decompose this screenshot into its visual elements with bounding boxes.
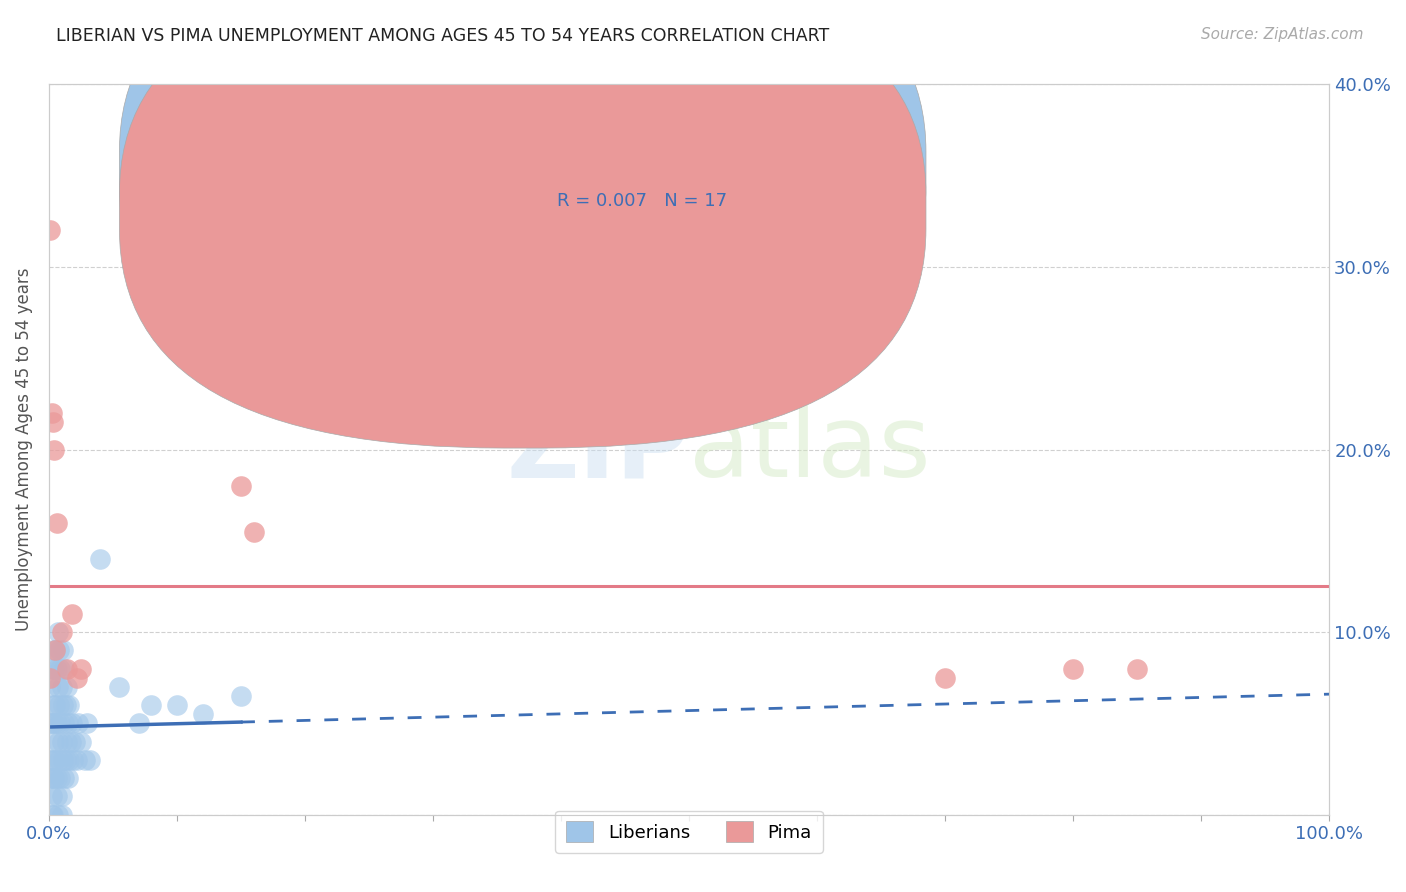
Point: [41, 716, 63, 731]
Point: [39, 771, 62, 785]
Point: [41, 662, 63, 676]
Legend: Liberians, Pima: Liberians, Pima: [555, 811, 823, 853]
Point: [58, 753, 80, 767]
Point: [229, 479, 252, 493]
Point: [58, 698, 80, 712]
Point: [70, 734, 93, 748]
Text: R = 0.023   N = 69: R = 0.023 N = 69: [557, 148, 728, 167]
FancyBboxPatch shape: [120, 0, 927, 406]
Point: [141, 698, 163, 712]
FancyBboxPatch shape: [484, 132, 811, 238]
Point: [42, 442, 65, 457]
Point: [41, 771, 63, 785]
Point: [55, 698, 77, 712]
Point: [70, 662, 93, 676]
Point: [42, 643, 65, 657]
Point: [108, 680, 131, 694]
Point: [60, 716, 83, 731]
Point: [45, 662, 67, 676]
Point: [53, 662, 76, 676]
Point: [66, 671, 89, 685]
Point: [51, 807, 73, 822]
Point: [191, 707, 214, 722]
Point: [63, 734, 86, 748]
Point: [44, 753, 66, 767]
Point: [42, 771, 65, 785]
Point: [46, 734, 69, 748]
Point: [59, 734, 82, 748]
Point: [49, 771, 72, 785]
Text: atlas: atlas: [689, 401, 931, 498]
Point: [51, 625, 73, 640]
Point: [41, 789, 63, 804]
Point: [52, 698, 75, 712]
Text: ZIP: ZIP: [506, 401, 689, 498]
Point: [39, 753, 62, 767]
Point: [66, 753, 89, 767]
Point: [51, 680, 73, 694]
Point: [49, 716, 72, 731]
Y-axis label: Unemployment Among Ages 45 to 54 years: Unemployment Among Ages 45 to 54 years: [15, 268, 32, 632]
Point: [67, 716, 90, 731]
Point: [42, 753, 65, 767]
Point: [62, 753, 84, 767]
Point: [1126, 662, 1149, 676]
Point: [243, 524, 266, 539]
Point: [46, 680, 69, 694]
Point: [45, 716, 67, 731]
Point: [53, 771, 76, 785]
Point: [56, 662, 79, 676]
Point: [1062, 662, 1084, 676]
Point: [52, 753, 75, 767]
Point: [56, 734, 79, 748]
Point: [42, 807, 65, 822]
Point: [42, 716, 65, 731]
Text: Source: ZipAtlas.com: Source: ZipAtlas.com: [1201, 27, 1364, 42]
Point: [48, 753, 70, 767]
Point: [52, 643, 75, 657]
Point: [229, 689, 252, 703]
Point: [45, 771, 67, 785]
Point: [51, 734, 73, 748]
Point: [41, 807, 63, 822]
Point: [39, 716, 62, 731]
Point: [42, 734, 65, 748]
Point: [51, 789, 73, 804]
Point: [56, 716, 79, 731]
Text: R = 0.007   N = 17: R = 0.007 N = 17: [557, 193, 727, 211]
Point: [60, 607, 83, 621]
Point: [53, 716, 76, 731]
Point: [89, 552, 111, 566]
Point: [39, 680, 62, 694]
Point: [39, 671, 62, 685]
Point: [48, 698, 70, 712]
Point: [56, 771, 79, 785]
Point: [73, 753, 96, 767]
Point: [79, 753, 101, 767]
Point: [46, 807, 69, 822]
FancyBboxPatch shape: [120, 0, 927, 448]
Point: [42, 662, 65, 676]
Point: [45, 789, 67, 804]
Point: [44, 698, 66, 712]
Point: [45, 516, 67, 530]
Point: [128, 716, 150, 731]
Point: [55, 753, 77, 767]
Point: [49, 662, 72, 676]
Point: [46, 625, 69, 640]
Point: [41, 406, 63, 420]
Point: [166, 698, 188, 712]
Point: [76, 716, 98, 731]
Text: LIBERIAN VS PIMA UNEMPLOYMENT AMONG AGES 45 TO 54 YEARS CORRELATION CHART: LIBERIAN VS PIMA UNEMPLOYMENT AMONG AGES…: [56, 27, 830, 45]
Point: [44, 643, 66, 657]
Point: [42, 698, 65, 712]
Point: [934, 671, 956, 685]
Point: [39, 223, 62, 237]
Point: [48, 643, 70, 657]
Point: [56, 680, 79, 694]
Point: [44, 643, 66, 657]
Point: [42, 415, 65, 429]
